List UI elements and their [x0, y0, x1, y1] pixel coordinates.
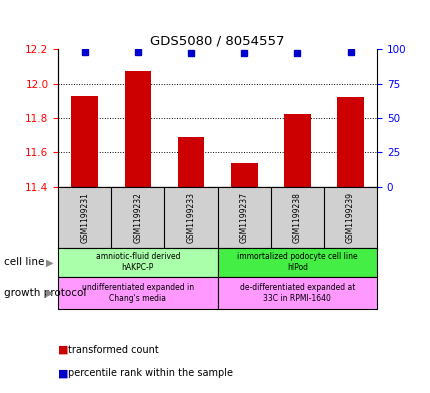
Bar	[177, 137, 204, 187]
Text: GSM1199238: GSM1199238	[292, 192, 301, 242]
Text: cell line: cell line	[4, 257, 45, 267]
Bar	[230, 163, 257, 187]
Title: GDS5080 / 8054557: GDS5080 / 8054557	[150, 35, 284, 48]
Bar	[71, 95, 98, 187]
Text: ■: ■	[58, 345, 68, 355]
Text: growth protocol: growth protocol	[4, 288, 86, 298]
Text: immortalized podocyte cell line
hIPod: immortalized podocyte cell line hIPod	[237, 252, 357, 272]
Text: GSM1199237: GSM1199237	[239, 192, 248, 242]
Bar	[58, 248, 217, 277]
Bar	[217, 277, 376, 309]
Text: GSM1199231: GSM1199231	[80, 192, 89, 242]
Text: de-differentiated expanded at
33C in RPMI-1640: de-differentiated expanded at 33C in RPM…	[239, 283, 354, 303]
Bar	[336, 97, 363, 187]
Text: GSM1199232: GSM1199232	[133, 192, 142, 242]
Bar	[124, 72, 151, 187]
Text: ▶: ▶	[46, 257, 53, 267]
Text: transformed count: transformed count	[68, 345, 159, 355]
Text: amniotic-fluid derived
hAKPC-P: amniotic-fluid derived hAKPC-P	[95, 252, 180, 272]
Text: GSM1199233: GSM1199233	[186, 192, 195, 242]
Text: ▶: ▶	[46, 288, 53, 298]
Bar	[58, 277, 217, 309]
Text: ■: ■	[58, 368, 68, 378]
Text: percentile rank within the sample: percentile rank within the sample	[68, 368, 233, 378]
Text: GSM1199239: GSM1199239	[345, 192, 354, 242]
Bar	[283, 114, 310, 187]
Bar	[217, 248, 376, 277]
Text: undifferentiated expanded in
Chang's media: undifferentiated expanded in Chang's med…	[82, 283, 194, 303]
